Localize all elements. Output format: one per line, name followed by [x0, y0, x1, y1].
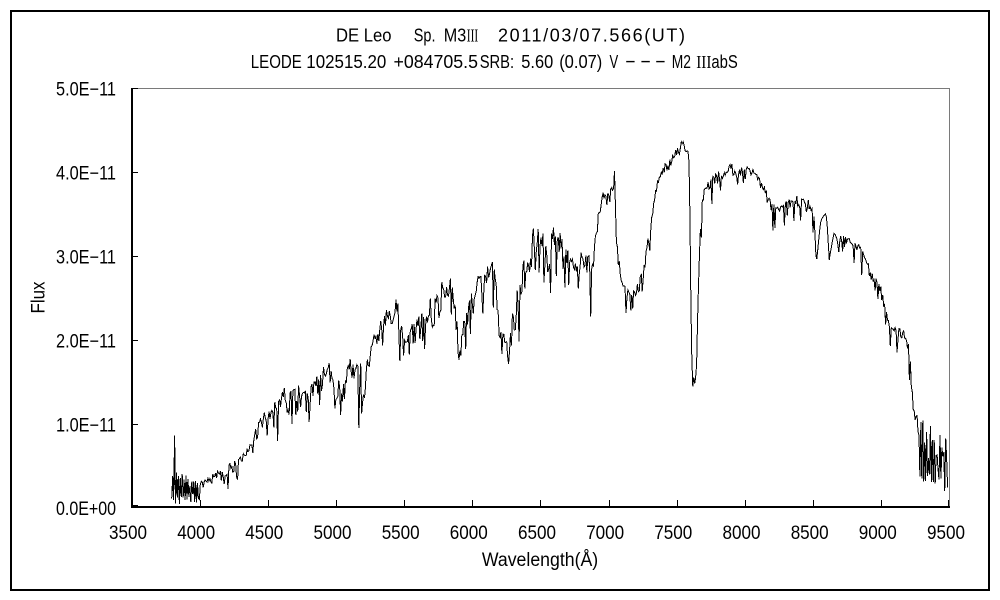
svg-text:LEODE: LEODE — [251, 52, 302, 72]
svg-text:6500: 6500 — [518, 523, 556, 544]
svg-text:9000: 9000 — [859, 523, 897, 544]
svg-text:8000: 8000 — [723, 523, 761, 544]
svg-text:III: III — [467, 25, 478, 45]
svg-text:4500: 4500 — [245, 523, 283, 544]
svg-text:5000: 5000 — [314, 523, 352, 544]
svg-text:5.0E−11: 5.0E−11 — [56, 80, 116, 101]
svg-text:5500: 5500 — [382, 523, 420, 544]
svg-text:2.0E−11: 2.0E−11 — [56, 331, 116, 352]
svg-text:V: V — [610, 52, 619, 72]
svg-text:Flux: Flux — [29, 281, 50, 313]
svg-text:2011/03/07.566(UT): 2011/03/07.566(UT) — [498, 25, 685, 45]
svg-text:III: III — [696, 52, 711, 72]
svg-text:0.0E+00: 0.0E+00 — [56, 499, 116, 520]
svg-text:102515.20: 102515.20 — [306, 52, 386, 72]
svg-text:3.0E−11: 3.0E−11 — [56, 248, 116, 269]
svg-text:DE Leo: DE Leo — [336, 25, 392, 45]
svg-text:5.60: 5.60 — [521, 52, 553, 72]
svg-text:3500: 3500 — [109, 523, 147, 544]
svg-text:1.0E−11: 1.0E−11 — [56, 415, 116, 436]
svg-text:6000: 6000 — [450, 523, 488, 544]
svg-text:(0.07): (0.07) — [559, 52, 602, 72]
svg-text:M3: M3 — [444, 25, 467, 45]
svg-text:7000: 7000 — [586, 523, 624, 544]
svg-text:SRB:: SRB: — [480, 52, 514, 72]
svg-text:Sp.: Sp. — [414, 25, 436, 45]
svg-text:7500: 7500 — [654, 523, 692, 544]
svg-text:+084705.5: +084705.5 — [394, 52, 479, 72]
svg-text:Wavelength(Å): Wavelength(Å) — [482, 550, 598, 571]
svg-text:M2: M2 — [672, 52, 691, 72]
svg-text:abS: abS — [711, 52, 737, 72]
svg-text:4.0E−11: 4.0E−11 — [56, 164, 116, 185]
svg-text:8500: 8500 — [791, 523, 829, 544]
svg-text:4000: 4000 — [177, 523, 215, 544]
svg-text:9500: 9500 — [927, 523, 965, 544]
